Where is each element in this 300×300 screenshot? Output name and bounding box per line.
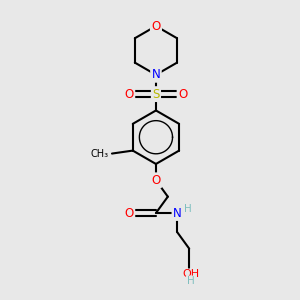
Text: S: S <box>152 88 160 100</box>
Text: O: O <box>151 174 160 187</box>
Text: O: O <box>178 88 187 100</box>
Text: O: O <box>151 20 160 33</box>
Text: H: H <box>187 276 195 286</box>
Text: O: O <box>124 206 134 220</box>
Text: N: N <box>152 68 160 81</box>
Text: CH₃: CH₃ <box>91 148 109 159</box>
Text: N: N <box>173 206 182 220</box>
Text: H: H <box>184 204 192 214</box>
Text: OH: OH <box>182 269 199 280</box>
Text: O: O <box>124 88 134 100</box>
